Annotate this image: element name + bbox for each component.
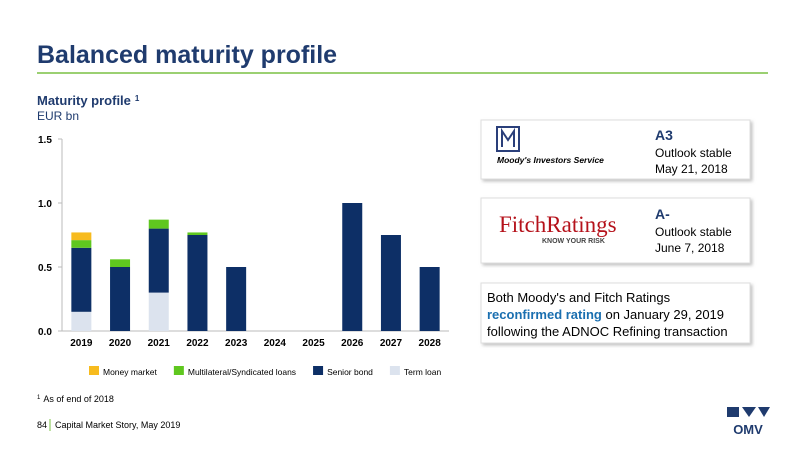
x-tick-label: 2020 xyxy=(109,338,132,349)
bar-segment xyxy=(187,232,208,235)
chart-title: Maturity profile 1 xyxy=(37,93,140,108)
note-line: Both Moody's and Fitch Ratings xyxy=(487,290,671,305)
bar-segment xyxy=(148,219,169,229)
x-tick-label: 2019 xyxy=(70,338,93,349)
moodys-box xyxy=(480,119,751,180)
legend-label: Term loan xyxy=(404,367,442,377)
fitch-date: June 7, 2018 xyxy=(655,241,725,255)
moodys-date: May 21, 2018 xyxy=(655,162,728,176)
x-tick-label: 2026 xyxy=(341,338,364,349)
x-tick-label: 2021 xyxy=(148,338,171,349)
note-line: following the ADNOC Refining transaction xyxy=(487,324,728,339)
chart-title-text: Maturity profile xyxy=(37,93,131,108)
footnote-text: As of end of 2018 xyxy=(43,394,114,404)
note-box xyxy=(480,282,751,344)
page-number: 84 xyxy=(37,420,47,430)
legend-label: Senior bond xyxy=(327,367,373,377)
moodys-logo-m xyxy=(501,127,515,147)
footnote: 1 As of end of 2018 xyxy=(37,394,114,404)
bar-segment xyxy=(110,259,131,267)
bar-segment xyxy=(342,203,363,331)
fitch-box xyxy=(480,197,751,264)
logo-shape xyxy=(758,407,770,417)
moodys-agency: Moody's Investors Service xyxy=(497,155,604,165)
bar-segment xyxy=(71,232,92,241)
fitch-rating: A- xyxy=(655,206,670,222)
y-tick-label: 0.5 xyxy=(38,263,52,274)
x-tick-label: 2025 xyxy=(302,338,325,349)
bar-segment xyxy=(110,267,131,331)
chart-title-note: 1 xyxy=(135,94,140,103)
note-text: on January 29, 2019 xyxy=(602,307,724,322)
logo-shape xyxy=(727,407,739,417)
fitch-tagline: KNOW YOUR RISK xyxy=(542,238,605,245)
y-tick-label: 1.5 xyxy=(38,135,52,146)
fitch-agency: FitchRatings xyxy=(499,212,617,237)
x-tick-label: 2022 xyxy=(186,338,209,349)
bar-segment xyxy=(148,292,169,331)
bar-segment xyxy=(148,228,169,293)
bar-segment xyxy=(71,247,92,312)
bar-segment xyxy=(419,267,440,331)
legend-label: Money market xyxy=(103,367,157,377)
footer-text: Capital Market Story, May 2019 xyxy=(55,420,180,430)
bar-segment xyxy=(71,311,92,331)
footnote-marker: 1 xyxy=(37,395,41,401)
bar-segment xyxy=(380,235,401,331)
legend-swatch xyxy=(313,366,324,375)
chart: 0.0 0.5 1.0 1.5 2019 2020 2021 2022 2023 2024 2025… xyxy=(38,135,449,377)
bar-segment xyxy=(226,267,247,331)
legend-swatch xyxy=(389,366,400,375)
y-tick-label: 0.0 xyxy=(38,327,52,338)
bar-segment xyxy=(187,235,208,331)
moodys-rating: A3 xyxy=(655,127,673,143)
y-tick-label: 1.0 xyxy=(38,199,52,210)
legend-swatch xyxy=(89,366,99,375)
note-line: reconfirmed rating on January 29, 2019 xyxy=(487,307,724,322)
x-tick-label: 2027 xyxy=(380,338,403,349)
x-tick-label: 2023 xyxy=(225,338,248,349)
legend-label: Multilateral/Syndicated loans xyxy=(188,367,296,377)
slide-title: Balanced maturity profile xyxy=(37,41,337,69)
fitch-outlook: Outlook stable xyxy=(655,225,732,239)
bar-segment xyxy=(71,240,92,248)
chart-subtitle: EUR bn xyxy=(37,109,79,123)
moodys-outlook: Outlook stable xyxy=(655,146,732,160)
x-tick-label: 2024 xyxy=(264,338,287,349)
x-tick-label: 2028 xyxy=(419,338,442,349)
legend-swatch xyxy=(173,366,184,375)
logo-shape xyxy=(742,407,756,417)
logo-text: OMV xyxy=(733,422,763,437)
note-highlight: reconfirmed rating xyxy=(487,307,602,322)
omv-logo: OMV xyxy=(727,407,770,437)
